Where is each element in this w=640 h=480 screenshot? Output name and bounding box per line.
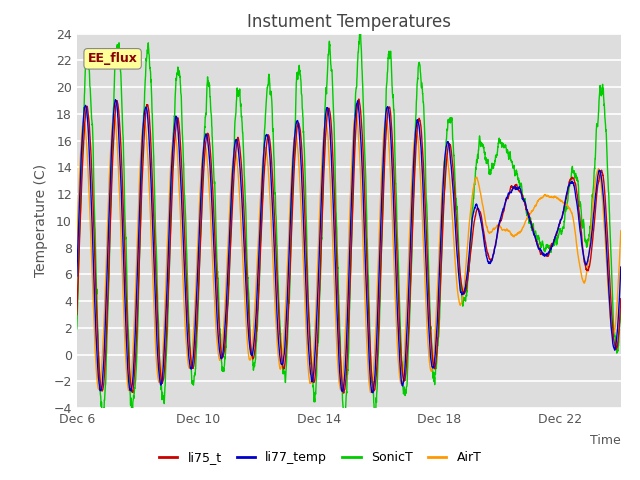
Title: Instument Temperatures: Instument Temperatures [247, 12, 451, 31]
Legend: li75_t, li77_temp, SonicT, AirT: li75_t, li77_temp, SonicT, AirT [154, 446, 486, 469]
Text: EE_flux: EE_flux [88, 52, 138, 65]
Y-axis label: Temperature (C): Temperature (C) [34, 164, 48, 277]
Text: Time: Time [590, 434, 621, 447]
